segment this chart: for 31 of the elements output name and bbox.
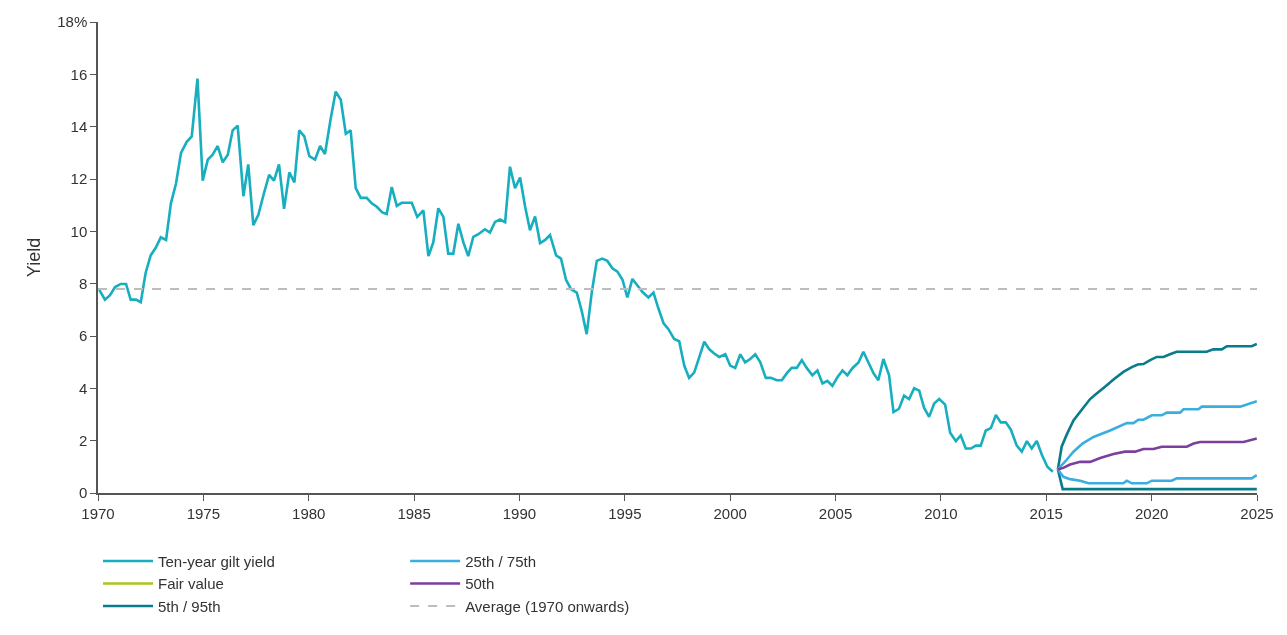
y-tick-label: 10 — [70, 222, 88, 240]
legend-label: Fair value — [158, 575, 224, 593]
x-tick-label: 2025 — [1240, 504, 1274, 522]
x-tick-label: 2010 — [924, 504, 958, 522]
legend-label: Average (1970 onwards) — [465, 597, 630, 615]
y-tick-label: 4 — [78, 379, 88, 397]
x-tick-label: 1990 — [502, 504, 537, 522]
legend-label: 5th / 95th — [158, 597, 221, 615]
y-tick-label: 8 — [78, 274, 88, 292]
y-tick-label: 12 — [70, 170, 88, 188]
x-tick-label: 1975 — [186, 504, 221, 522]
line-series — [98, 77, 1055, 474]
y-tick-label: 18% — [57, 13, 88, 31]
y-tick-label: 6 — [78, 327, 88, 345]
x-tick-label: 1995 — [608, 504, 642, 522]
y-tick-label: 16 — [70, 65, 88, 83]
legend-label: 50th — [465, 575, 495, 593]
x-tick-label: 1980 — [292, 504, 326, 522]
y-tick-label: 14 — [70, 117, 88, 135]
line-series — [1056, 437, 1257, 471]
x-tick-label: 2005 — [818, 504, 853, 522]
y-axis-title: Yield — [23, 237, 44, 278]
x-tick-label: 1970 — [81, 504, 115, 522]
legend-label: Ten-year gilt yield — [158, 552, 275, 570]
x-tick-label: 2000 — [713, 504, 747, 522]
x-tick-label: 2020 — [1134, 504, 1169, 522]
legend-label: 25th / 75th — [465, 552, 537, 570]
y-tick-label: 0 — [78, 484, 88, 502]
x-tick-label: 2015 — [1029, 504, 1063, 522]
y-tick-label: 2 — [78, 431, 88, 449]
x-tick-label: 1985 — [397, 504, 431, 522]
